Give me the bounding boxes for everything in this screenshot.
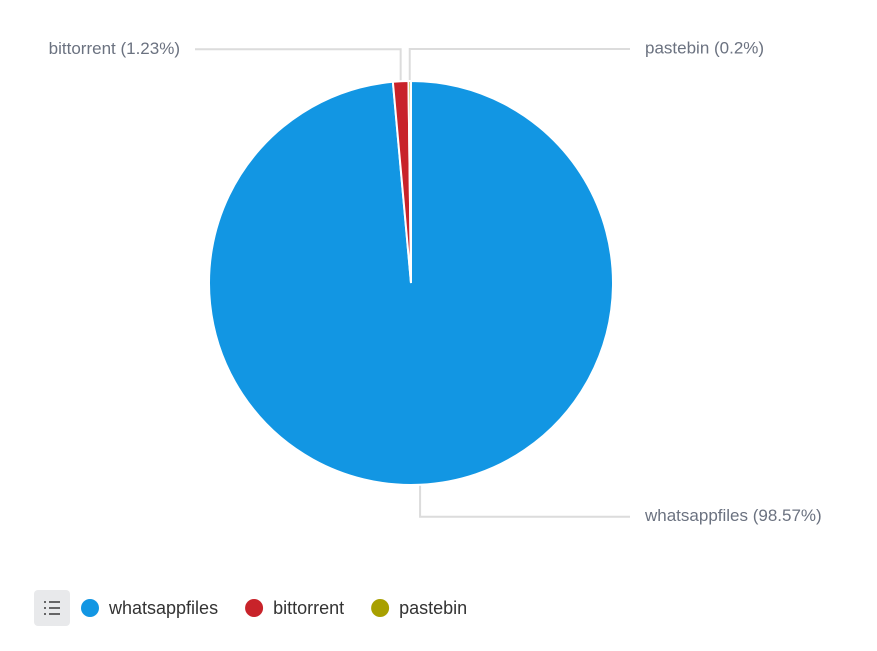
callout-label: bittorrent (1.23%) <box>49 39 180 58</box>
legend-toggle-icon[interactable] <box>44 601 60 615</box>
pie-slice <box>407 79 412 284</box>
legend-label: pastebin <box>399 598 467 618</box>
callout-label: whatsappfiles (98.57%) <box>644 506 822 525</box>
legend-marker <box>371 599 390 617</box>
legend-marker <box>81 599 99 617</box>
legend-label: whatsappfiles <box>108 598 218 618</box>
callout-line <box>195 48 402 82</box>
callout-label: pastebin (0.2%) <box>645 38 764 57</box>
legend-marker <box>245 599 264 617</box>
callout-lines <box>195 48 630 518</box>
legend-label: bittorrent <box>273 598 344 618</box>
callout-line <box>408 48 630 82</box>
callout-line <box>419 484 630 518</box>
legend-toggle[interactable] <box>34 590 70 626</box>
